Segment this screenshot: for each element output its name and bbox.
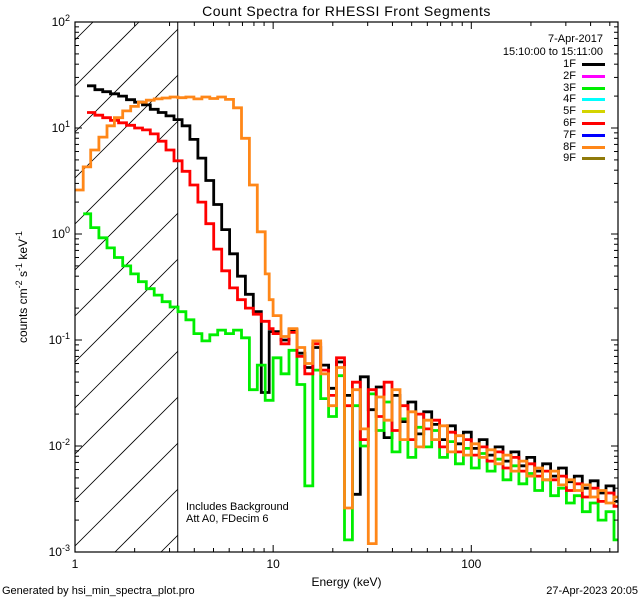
y-tick-label: 10-3: [49, 543, 70, 559]
y-axis-label: counts cm-2 s-1 keV-1: [14, 231, 30, 343]
legend-label: 1F: [563, 58, 576, 70]
x-axis-label: Energy (keV): [311, 575, 382, 589]
y-tick-label: 10-2: [49, 437, 70, 453]
time-range-label: 15:10:00 to 15:11:00: [502, 46, 603, 58]
legend-color-swatch: [582, 86, 605, 90]
x-tick-label: 10: [266, 557, 280, 571]
legend-color-swatch: [582, 63, 605, 66]
x-tick-label: 1: [72, 557, 79, 571]
legend-item-4F: 4F: [546, 93, 605, 105]
y-tick-label: 10-1: [49, 331, 70, 347]
legend-label: 7F: [563, 128, 576, 141]
legend-item-6F: 6F: [546, 117, 605, 129]
legend-item-7F: 7F: [546, 129, 605, 141]
legend-label: 3F: [563, 81, 576, 94]
annotation-attenuator: Att A0, FDecim 6: [186, 513, 269, 525]
series-3F: [83, 212, 618, 542]
legend-label: 9F: [563, 152, 576, 165]
legend-item-9F: 9F: [546, 152, 605, 164]
annotation-background: Includes Background: [186, 501, 289, 513]
legend-item-1F: 1F: [546, 58, 605, 70]
legend-label: 8F: [563, 140, 576, 153]
legend-color-swatch: [582, 122, 605, 125]
y-tick-label: 102: [52, 13, 70, 29]
legend-color-swatch: [582, 133, 605, 137]
legend-color-swatch: [582, 157, 605, 161]
legend-color-swatch: [582, 145, 605, 149]
legend-label: 5F: [563, 105, 576, 118]
legend-color-swatch: [582, 110, 605, 114]
legend-item-8F: 8F: [546, 141, 605, 153]
legend-label: 2F: [563, 69, 576, 82]
footer-generator-label: Generated by hsi_min_spectra_plot.pro: [2, 585, 195, 597]
legend-label: 4F: [563, 93, 576, 106]
axes-box: [74, 21, 619, 553]
chart-title: Count Spectra for RHESSI Front Segments: [202, 3, 491, 19]
date-label: 7-Apr-2017: [547, 33, 603, 45]
y-tick-label: 101: [52, 119, 70, 135]
legend-color-swatch: [582, 98, 605, 102]
y-tick-label: 100: [52, 225, 70, 241]
axis-ticks: [74, 21, 618, 553]
spectra-series: [75, 84, 618, 545]
legend-color-swatch: [582, 74, 605, 78]
footer-timestamp: 27-Apr-2023 20:05: [546, 585, 638, 597]
series-8F: [75, 95, 618, 545]
legend-label: 6F: [563, 117, 576, 129]
legend-item-5F: 5F: [546, 105, 605, 117]
x-tick-label: 100: [461, 557, 481, 571]
legend-item-3F: 3F: [546, 82, 605, 94]
legend-item-2F: 2F: [546, 70, 605, 82]
